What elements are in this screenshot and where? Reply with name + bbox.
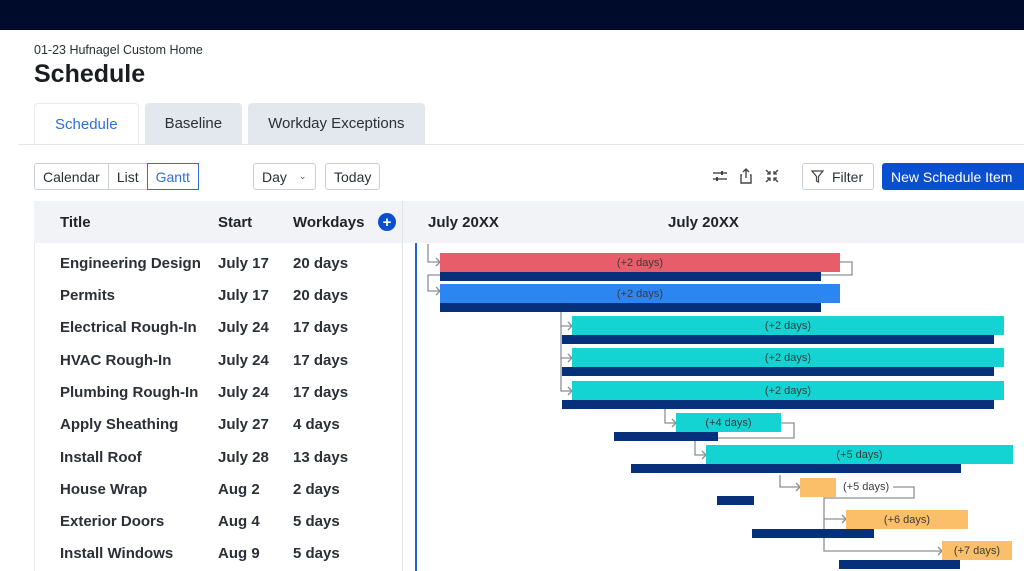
- tab-bar: Schedule Baseline Workday Exceptions: [34, 103, 425, 144]
- row-title: Install Windows: [60, 545, 174, 562]
- row-start: July 17: [218, 287, 269, 304]
- project-name: 01-23 Hufnagel Custom Home: [34, 43, 203, 57]
- settings-sliders-icon[interactable]: [710, 166, 730, 186]
- row-workdays: 13 days: [293, 449, 349, 466]
- baseline-bar: [614, 432, 718, 441]
- page-title: Schedule: [34, 60, 146, 88]
- row-start: Aug 4: [218, 513, 260, 530]
- baseline-bar: [562, 367, 994, 376]
- row-workdays: 5 days: [293, 545, 340, 562]
- row-title: Permits: [60, 287, 116, 304]
- gantt-bar[interactable]: (+4 days): [676, 413, 781, 432]
- row-workdays: 20 days: [293, 255, 349, 272]
- delay-label: (+5 days): [843, 481, 890, 493]
- row-workdays: 20 days: [293, 287, 349, 304]
- grid-header: [34, 201, 1024, 243]
- filter-button[interactable]: Filter: [802, 163, 874, 190]
- baseline-bar: [717, 496, 754, 505]
- row-workdays: 17 days: [293, 384, 349, 401]
- gantt-bar[interactable]: [800, 478, 836, 497]
- zoom-level-select[interactable]: Day ⌄: [253, 163, 316, 190]
- new-schedule-item-button[interactable]: New Schedule Item: [882, 163, 1024, 190]
- column-header-start[interactable]: Start: [218, 214, 253, 231]
- grid-left-border: [34, 243, 35, 571]
- row-start: July 28: [218, 449, 269, 466]
- tab-divider: [18, 144, 1024, 145]
- grid-divider[interactable]: [402, 201, 403, 571]
- row-title: Electrical Rough-In: [60, 319, 197, 336]
- gantt-bar[interactable]: (+5 days): [706, 445, 1013, 464]
- baseline-bar: [440, 303, 821, 312]
- gantt-bar[interactable]: (+7 days): [942, 541, 1012, 560]
- row-start: Aug 9: [218, 545, 260, 562]
- add-column-icon[interactable]: +: [378, 213, 396, 231]
- baseline-bar: [562, 335, 994, 344]
- row-start: July 24: [218, 319, 269, 336]
- baseline-bar: [839, 560, 960, 569]
- timeline-header-1: July 20XX: [428, 214, 499, 231]
- row-start: July 17: [218, 255, 269, 272]
- collapse-icon[interactable]: [762, 166, 782, 186]
- today-marker: [415, 243, 417, 571]
- top-app-bar: [0, 0, 1024, 30]
- filter-icon: [811, 170, 824, 183]
- column-header-workdays[interactable]: Workdays: [293, 214, 365, 231]
- row-workdays: 17 days: [293, 319, 349, 336]
- view-switcher: Calendar List Gantt: [34, 163, 199, 190]
- row-title: Install Roof: [60, 449, 142, 466]
- row-title: Exterior Doors: [60, 513, 165, 530]
- chevron-down-icon: ⌄: [298, 171, 307, 181]
- zoom-level-value: Day: [262, 168, 287, 185]
- today-button[interactable]: Today: [325, 163, 381, 190]
- gantt-bar[interactable]: (+2 days): [572, 348, 1004, 367]
- row-title: Plumbing Rough-In: [60, 384, 199, 401]
- gantt-bar[interactable]: (+2 days): [572, 381, 1004, 400]
- gantt-bar[interactable]: (+2 days): [440, 284, 840, 303]
- row-workdays: 17 days: [293, 352, 349, 369]
- gantt-bar[interactable]: (+2 days): [572, 316, 1004, 335]
- view-gantt-button[interactable]: Gantt: [146, 163, 199, 190]
- share-export-icon[interactable]: [736, 166, 756, 186]
- filter-label: Filter: [832, 168, 864, 185]
- row-start: Aug 2: [218, 481, 260, 498]
- row-start: July 24: [218, 352, 269, 369]
- row-workdays: 5 days: [293, 513, 340, 530]
- row-title: House Wrap: [60, 481, 148, 498]
- row-workdays: 2 days: [293, 481, 340, 498]
- baseline-bar: [752, 529, 874, 538]
- row-start: July 27: [218, 416, 269, 433]
- column-header-title[interactable]: Title: [60, 214, 91, 231]
- gantt-bar[interactable]: (+6 days): [846, 510, 968, 529]
- row-title: Engineering Design: [60, 255, 201, 272]
- row-start: July 24: [218, 384, 269, 401]
- tab-workday-exceptions[interactable]: Workday Exceptions: [248, 103, 425, 144]
- baseline-bar: [562, 400, 994, 409]
- tab-schedule[interactable]: Schedule: [34, 103, 139, 144]
- tab-baseline[interactable]: Baseline: [144, 103, 243, 144]
- baseline-bar: [440, 272, 821, 281]
- gantt-bar[interactable]: (+2 days): [440, 253, 840, 272]
- row-title: Apply Sheathing: [60, 416, 179, 433]
- timeline-header-2: July 20XX: [668, 214, 739, 231]
- row-workdays: 4 days: [293, 416, 340, 433]
- baseline-bar: [631, 464, 961, 473]
- row-title: HVAC Rough-In: [60, 352, 172, 369]
- view-calendar-button[interactable]: Calendar: [35, 164, 109, 189]
